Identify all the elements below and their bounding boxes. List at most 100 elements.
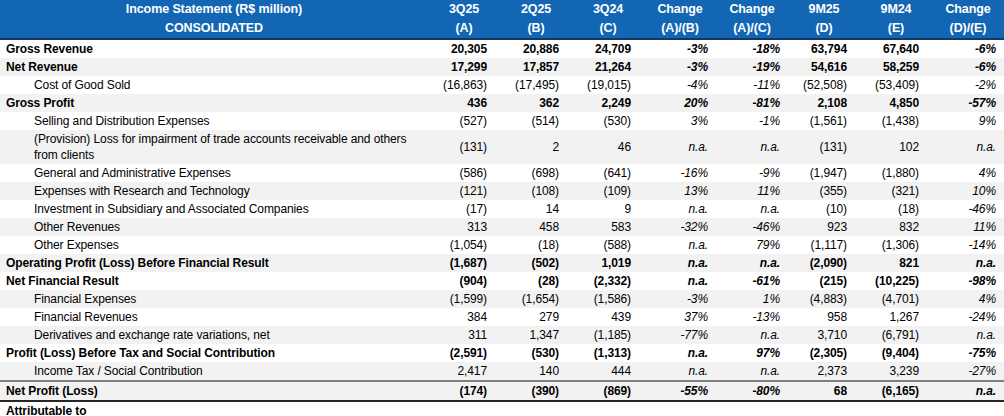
row-label: Financial Expenses xyxy=(0,290,428,308)
cell-3q24-c: (2,332) xyxy=(572,272,644,290)
cell-change-a-c: -61% xyxy=(716,272,788,290)
cell-9m25-d: (131) xyxy=(788,130,860,164)
cell-9m24-e: (1,306) xyxy=(860,236,932,254)
column-period-label: 2Q25 xyxy=(500,0,572,19)
cell-9m25-d: 3,710 xyxy=(788,326,860,344)
row-label: Gross Revenue xyxy=(0,39,428,58)
cell-3q24-c: (19,015) xyxy=(572,76,644,94)
column-period-label: 3Q24 xyxy=(572,0,644,19)
cell-9m24-e: 4,850 xyxy=(860,94,932,112)
cell-9m25-d: (52,508) xyxy=(788,76,860,94)
cell-change-a-b xyxy=(644,401,716,416)
table-title-cell: Income Statement (R$ million) CONSOLIDAT… xyxy=(0,0,428,39)
cell-3q25-a: 2,417 xyxy=(428,362,500,381)
table-row: Operating Profit (Loss) Before Financial… xyxy=(0,254,1004,272)
column-letter-label: (B) xyxy=(500,19,572,38)
cell-9m25-d: 68 xyxy=(788,381,860,401)
cell-9m24-e: 3,239 xyxy=(860,362,932,381)
table-row: General and Administrative Expenses(586)… xyxy=(0,164,1004,182)
row-label: Net Financial Result xyxy=(0,272,428,290)
cell-3q24-c: (588) xyxy=(572,236,644,254)
table-row: Attributable to xyxy=(0,401,1004,416)
cell-change-d-e: n.a. xyxy=(932,254,1004,272)
cell-change-a-b: -32% xyxy=(644,218,716,236)
cell-9m24-e: (1,438) xyxy=(860,112,932,130)
table-row: Other Revenues313458583-32%-46%92383211% xyxy=(0,218,1004,236)
cell-change-d-e: 4% xyxy=(932,290,1004,308)
cell-change-a-b: -3% xyxy=(644,58,716,76)
cell-2q25-b: (1,654) xyxy=(500,290,572,308)
cell-change-d-e: 11% xyxy=(932,218,1004,236)
cell-9m25-d: (215) xyxy=(788,272,860,290)
column-period-label: Change xyxy=(644,0,716,19)
cell-2q25-b: 1,347 xyxy=(500,326,572,344)
cell-9m25-d: (2,090) xyxy=(788,254,860,272)
cell-change-d-e: -57% xyxy=(932,94,1004,112)
cell-change-a-b: n.a. xyxy=(644,236,716,254)
income-statement-table: Income Statement (R$ million) CONSOLIDAT… xyxy=(0,0,1004,416)
column-period-label: 3Q25 xyxy=(428,0,500,19)
cell-change-a-c: 97% xyxy=(716,344,788,362)
cell-3q24-c: 9 xyxy=(572,200,644,218)
cell-9m24-e: (4,701) xyxy=(860,290,932,308)
cell-3q24-c: 2,249 xyxy=(572,94,644,112)
cell-change-d-e: n.a. xyxy=(932,381,1004,401)
cell-change-a-b: -3% xyxy=(644,290,716,308)
cell-3q24-c: 46 xyxy=(572,130,644,164)
cell-3q25-a: (527) xyxy=(428,112,500,130)
cell-2q25-b: 279 xyxy=(500,308,572,326)
column-letter-label: (A)/(B) xyxy=(644,19,716,38)
cell-2q25-b: (28) xyxy=(500,272,572,290)
cell-change-d-e: 9% xyxy=(932,112,1004,130)
cell-2q25-b: (514) xyxy=(500,112,572,130)
cell-2q25-b: 362 xyxy=(500,94,572,112)
cell-change-a-b: n.a. xyxy=(644,254,716,272)
column-period-label: Change xyxy=(716,0,788,19)
cell-9m25-d: 958 xyxy=(788,308,860,326)
table-row: Cost of Good Sold(16,863)(17,495)(19,015… xyxy=(0,76,1004,94)
cell-3q25-a: (17) xyxy=(428,200,500,218)
table-row: Selling and Distribution Expenses(527)(5… xyxy=(0,112,1004,130)
column-header-9m25-d: 9M25(D) xyxy=(788,0,860,39)
table-row: Profit (Loss) Before Tax and Social Cont… xyxy=(0,344,1004,362)
table-row: Financial Revenues38427943937%-13%9581,2… xyxy=(0,308,1004,326)
column-header-2q25-b: 2Q25(B) xyxy=(500,0,572,39)
cell-9m24-e: (53,409) xyxy=(860,76,932,94)
row-label: Profit (Loss) Before Tax and Social Cont… xyxy=(0,344,428,362)
cell-9m25-d: 2,373 xyxy=(788,362,860,381)
cell-2q25-b: 140 xyxy=(500,362,572,381)
table-header: Income Statement (R$ million) CONSOLIDAT… xyxy=(0,0,1004,39)
cell-change-d-e: 4% xyxy=(932,164,1004,182)
cell-change-a-c: 1% xyxy=(716,290,788,308)
cell-9m24-e: (18) xyxy=(860,200,932,218)
cell-2q25-b: 458 xyxy=(500,218,572,236)
cell-change-a-c: n.a. xyxy=(716,130,788,164)
cell-3q25-a: 20,305 xyxy=(428,39,500,58)
cell-3q25-a: 384 xyxy=(428,308,500,326)
cell-9m25-d: (355) xyxy=(788,182,860,200)
column-header-3q24-c: 3Q24(C) xyxy=(572,0,644,39)
cell-change-a-b: n.a. xyxy=(644,272,716,290)
header-row: Income Statement (R$ million) CONSOLIDAT… xyxy=(0,0,1004,39)
cell-change-d-e: n.a. xyxy=(932,326,1004,344)
column-header-change-a-b: Change(A)/(B) xyxy=(644,0,716,39)
cell-2q25-b: (17,495) xyxy=(500,76,572,94)
cell-3q25-a: 311 xyxy=(428,326,500,344)
cell-3q25-a: (1,054) xyxy=(428,236,500,254)
cell-3q24-c xyxy=(572,401,644,416)
cell-3q25-a: 436 xyxy=(428,94,500,112)
row-label: Selling and Distribution Expenses xyxy=(0,112,428,130)
cell-change-d-e: -2% xyxy=(932,76,1004,94)
cell-2q25-b: 14 xyxy=(500,200,572,218)
cell-change-a-c: -80% xyxy=(716,381,788,401)
cell-9m25-d: 923 xyxy=(788,218,860,236)
column-letter-label: (C) xyxy=(572,19,644,38)
row-label: Expenses with Research and Technology xyxy=(0,182,428,200)
cell-3q25-a: (2,591) xyxy=(428,344,500,362)
row-label: General and Administrative Expenses xyxy=(0,164,428,182)
cell-change-a-b: n.a. xyxy=(644,130,716,164)
cell-2q25-b: (698) xyxy=(500,164,572,182)
table-row: Net Financial Result(904)(28)(2,332)n.a.… xyxy=(0,272,1004,290)
cell-change-a-c: -81% xyxy=(716,94,788,112)
cell-3q24-c: 439 xyxy=(572,308,644,326)
